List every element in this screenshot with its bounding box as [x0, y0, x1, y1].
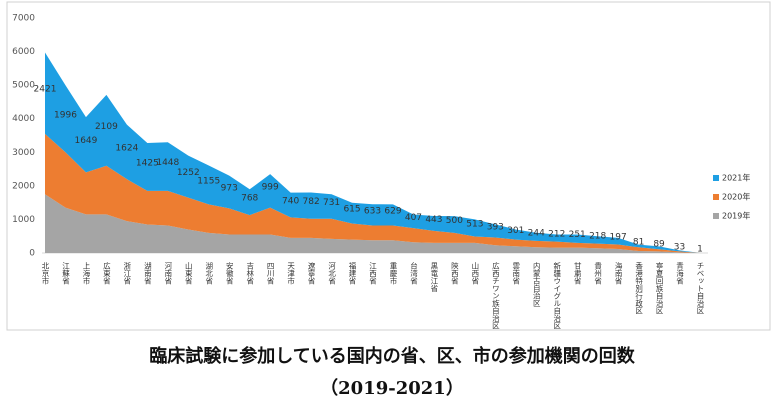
x-tick-label: 湖南省 — [143, 262, 152, 285]
y-tick-label: 4000 — [12, 114, 35, 124]
x-tick-label: 天津市 — [286, 262, 295, 286]
data-label: 244 — [528, 228, 545, 238]
data-label: 33 — [674, 242, 685, 252]
x-tick-label: 吉林省 — [245, 262, 254, 285]
data-label: 393 — [487, 222, 504, 232]
chart-title: 臨床試験に参加している国内の省、区、市の参加機関の回数 — [149, 345, 635, 367]
x-tick-label: 河南省 — [164, 262, 173, 285]
x-tick-label: 湖北省 — [205, 262, 214, 285]
y-tick-label: 0 — [29, 249, 35, 259]
data-label: 251 — [569, 230, 586, 240]
x-tick-label: 山西省 — [471, 261, 480, 285]
data-label: 443 — [425, 215, 442, 225]
data-label: 89 — [653, 239, 665, 249]
data-label: 1624 — [115, 143, 138, 153]
x-tick-label: 甘粛省 — [573, 261, 582, 285]
x-tick-label: 雲南省 — [512, 262, 521, 285]
legend-label: 2019年 — [722, 211, 750, 221]
x-tick-label: 河北省 — [327, 262, 336, 285]
legend-label: 2021年 — [722, 173, 750, 183]
data-label: 81 — [633, 237, 644, 247]
x-tick-label: 香港特別行政区 — [634, 261, 643, 315]
x-tick-label: 江西省 — [368, 262, 377, 285]
x-tick-label: 新疆ウイグル自治区 — [552, 261, 561, 330]
x-tick-label: 安徽省 — [225, 261, 234, 285]
x-tick-label: 台湾省 — [409, 261, 418, 285]
data-label: 782 — [303, 197, 320, 207]
data-label: 1425 — [136, 158, 159, 168]
y-tick-label: 1000 — [12, 215, 35, 225]
x-tick-label: 貴州省 — [593, 261, 602, 285]
x-tick-label: 四川省 — [266, 262, 275, 285]
data-label: 218 — [589, 231, 606, 241]
legend-swatch — [713, 213, 719, 219]
x-tick-label: 福建省 — [348, 262, 357, 285]
legend-swatch — [713, 175, 719, 181]
x-tick-label: 山東省 — [184, 261, 193, 285]
data-label: 731 — [323, 198, 340, 208]
x-tick-label: 陝西省 — [450, 262, 459, 285]
data-label: 973 — [221, 184, 238, 194]
data-label: 629 — [384, 206, 401, 216]
x-tick-label: 上海市 — [82, 262, 91, 286]
data-label: 301 — [507, 226, 524, 236]
x-tick-label: 内蒙古自治区 — [532, 261, 541, 308]
legend-label: 2020年 — [722, 192, 750, 202]
x-tick-label: 浙江省 — [123, 261, 132, 285]
x-tick-label: 北京市 — [41, 262, 50, 286]
y-tick-label: 7000 — [12, 14, 35, 24]
y-tick-label: 6000 — [12, 47, 35, 57]
y-tick-label: 5000 — [12, 81, 35, 91]
data-label: 1 — [697, 244, 703, 254]
area — [45, 194, 700, 253]
data-label: 1155 — [197, 176, 220, 186]
data-label: 633 — [364, 206, 381, 216]
data-label: 1252 — [177, 168, 200, 178]
data-label: 407 — [405, 213, 422, 223]
data-label: 500 — [446, 216, 463, 226]
legend-swatch — [713, 194, 719, 200]
x-tick-label: 重慶市 — [389, 262, 398, 286]
y-tick-label: 3000 — [12, 148, 35, 158]
area — [45, 133, 700, 253]
x-tick-label: 黒竜江省 — [430, 262, 439, 293]
data-label: 2109 — [95, 122, 118, 132]
data-label: 212 — [548, 230, 565, 240]
data-label: 1448 — [156, 158, 179, 168]
data-label: 999 — [262, 182, 279, 192]
x-tick-label: 広西チワン族自治区 — [491, 261, 500, 330]
data-label: 513 — [466, 219, 483, 229]
y-tick-label: 2000 — [12, 181, 35, 191]
x-tick-label: チベット自治区 — [696, 262, 705, 315]
data-label: 615 — [343, 205, 360, 215]
x-tick-label: 海南省 — [614, 261, 623, 285]
chart-subtitle: （2019-2021） — [320, 378, 464, 399]
data-label: 1649 — [74, 136, 97, 146]
data-label: 2421 — [34, 85, 57, 95]
x-tick-label: 青海省 — [675, 261, 684, 285]
data-label: 197 — [610, 233, 627, 243]
data-label: 740 — [282, 196, 299, 206]
data-label: 768 — [241, 194, 258, 204]
x-tick-label: 遼寧省 — [307, 261, 316, 285]
x-tick-label: 寧夏回族自治区 — [655, 261, 664, 315]
data-label: 1996 — [54, 110, 77, 120]
x-tick-label: 広東省 — [102, 261, 111, 285]
x-tick-label: 江蘇省 — [61, 262, 70, 285]
area — [45, 52, 700, 253]
